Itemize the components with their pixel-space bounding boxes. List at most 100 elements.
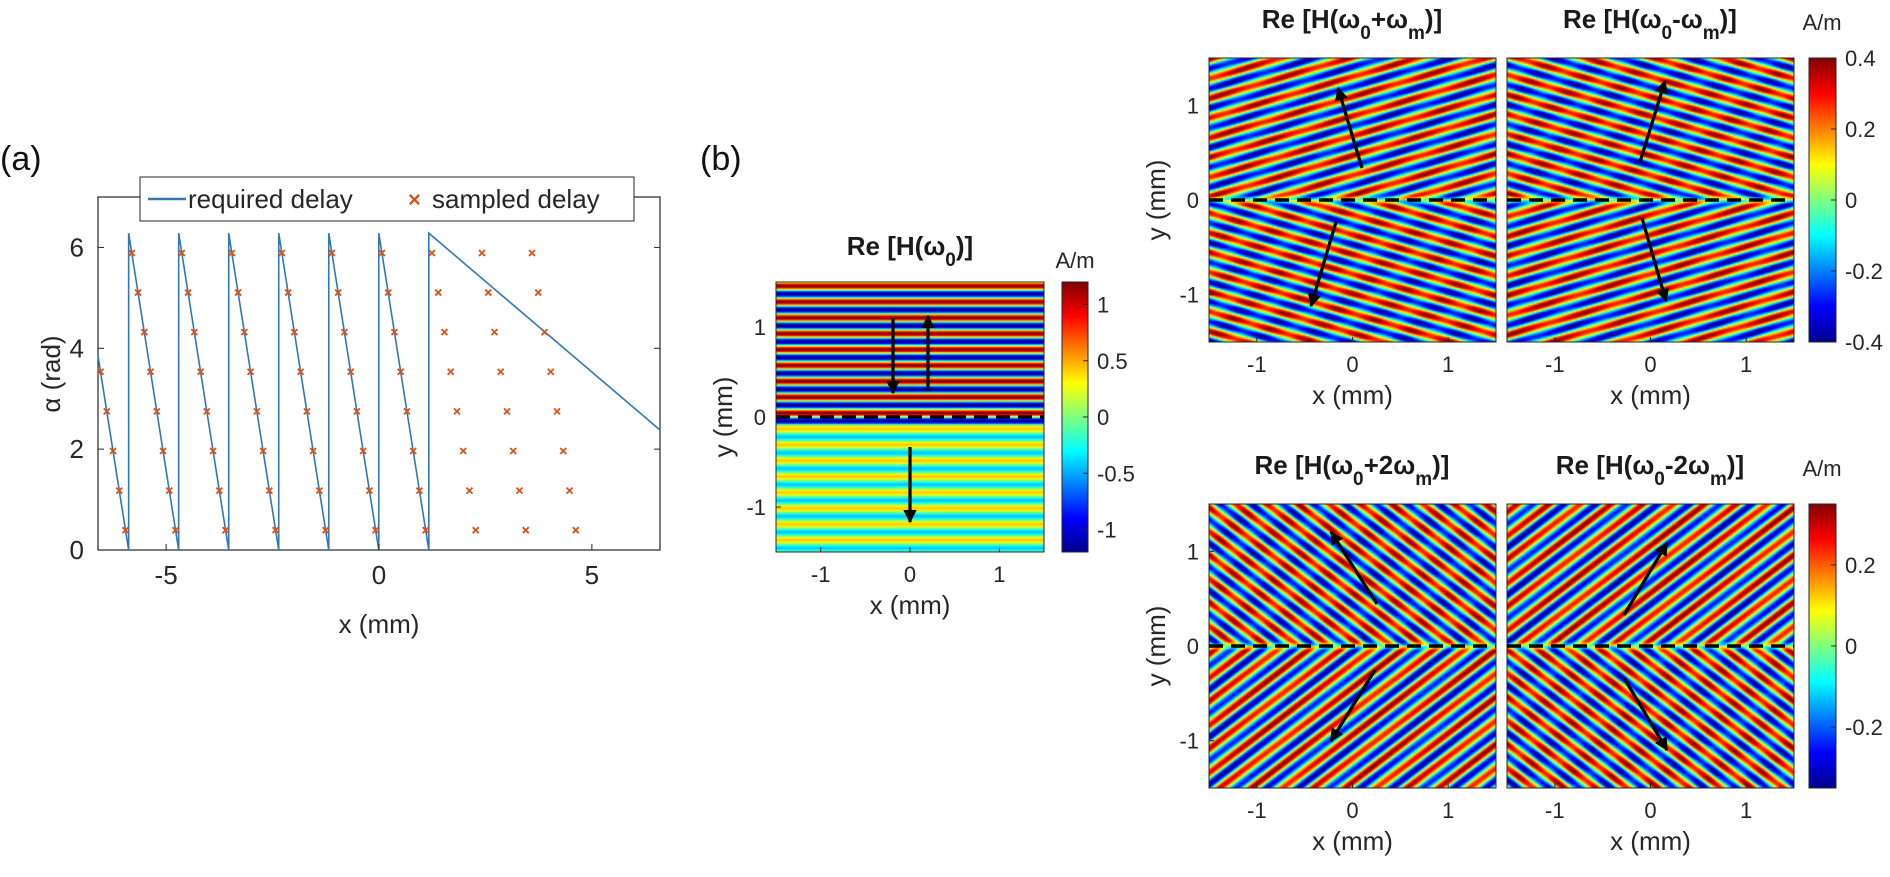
x-tick-label: -1 (1247, 352, 1267, 377)
legend-sampled-delay: sampled delay (432, 184, 600, 214)
x-tick-label: 0 (372, 560, 386, 590)
sampled-delay-point (265, 486, 273, 495)
panel-a-label: (a) (0, 140, 42, 178)
colorbar-tick-label: 0.4 (1845, 46, 1876, 71)
sampled-delay-point (472, 526, 480, 534)
heatmap-map-w0-plus-wm: -1 0 1 x (mm) 1 0 -1 y (mm) Re [H(ω0+ωm)] (1141, 4, 1497, 410)
sampled-delay-point (478, 249, 486, 257)
sampled-delay-point (509, 447, 517, 455)
x-tick-label: 1 (1740, 352, 1752, 377)
heatmap-xlabel: x (mm) (1312, 380, 1393, 410)
colorbar: A/m0.4 0.2 0 -0.2 -0.4 (1802, 10, 1882, 355)
x-tick-label: 0 (1644, 352, 1656, 377)
sampled-delay-point (171, 526, 180, 534)
x-tick-label: -1 (1545, 798, 1565, 823)
sampled-delay-point (484, 288, 492, 297)
y-tick-label: 0 (70, 535, 84, 565)
sampled-delay-point (296, 368, 305, 376)
x-tick-label: 0 (1346, 352, 1358, 377)
required-delay-line (97, 231, 661, 551)
sampled-delay-point (490, 328, 499, 336)
propagation-arrow (1638, 79, 1668, 163)
sampled-delay-point (365, 486, 374, 495)
sampled-delay-point (184, 288, 192, 297)
sampled-delay-point (503, 407, 511, 416)
sampled-delay-point (422, 526, 430, 534)
sampled-delay-point (553, 407, 561, 416)
heatmap-ylabel: y (mm) (708, 377, 738, 458)
sampled-delay-point (228, 249, 236, 257)
sampled-delay-point (278, 249, 286, 257)
sawtooth-xlabel: x (mm) (339, 609, 420, 639)
heatmap-title: Re [H(ω0-ωm)] (1563, 4, 1737, 44)
sampled-delay-point (103, 407, 111, 416)
heatmap-map-w0-plus-2wm: -1 0 1 x (mm) 1 0 -1 y (mm) Re [H(ω0+2ωm)] (1141, 450, 1497, 856)
y-tick-label: 1 (1187, 539, 1199, 564)
sampled-delay-point (572, 526, 580, 534)
y-tick-label: -1 (746, 495, 766, 520)
sampled-delay-point (221, 526, 230, 534)
y-tick-label: 0 (754, 405, 766, 430)
sampled-delay-point (465, 486, 474, 495)
sampled-delay-point (428, 249, 436, 257)
colorbar: A/m1 0.5 0 -0.5 -1 (1055, 248, 1135, 553)
sampled-delay-series (96, 249, 580, 534)
x-tick-label: 1 (1442, 352, 1454, 377)
sampled-delay-point (334, 288, 342, 297)
field-maps: -1 0 1x (mm)10-1y (mm)Re [H(ω0)] A/m10.50-0… (708, 4, 1883, 856)
x-tick-label: 1 (993, 562, 1005, 587)
sampled-delay-point (321, 526, 330, 534)
sampled-delay-point (384, 288, 392, 297)
sampled-delay-point (515, 486, 524, 495)
sampled-delay-point (397, 368, 405, 376)
sampled-delay-point (347, 368, 355, 376)
x-tick-label: 1 (1740, 798, 1752, 823)
sampled-delay-point (547, 368, 555, 376)
sampled-delay-point (234, 288, 242, 297)
sampled-delay-point (453, 407, 461, 416)
sampled-delay-point (303, 407, 311, 416)
sampled-delay-point (528, 249, 536, 257)
colorbar-tick-label: -0.4 (1845, 330, 1883, 355)
panel-b-label: (b) (700, 140, 742, 178)
sampled-delay-point (159, 447, 167, 455)
sampled-delay-point (440, 328, 449, 336)
sampled-delay-point (522, 526, 530, 534)
sampled-delay-point (353, 407, 361, 416)
colorbar: A/m 0.2 0 -0.2 (1802, 456, 1883, 789)
colorbar-tick-label: 0.5 (1097, 349, 1128, 374)
colorbar-tick-label: -0.2 (1845, 259, 1883, 284)
sampled-delay-point (409, 447, 417, 455)
colorbar-tick-label: -1 (1097, 518, 1117, 543)
sawtooth-legend (139, 176, 635, 222)
y-tick-label: 1 (1187, 93, 1199, 118)
propagation-arrow (1622, 541, 1669, 616)
y-tick-label: 6 (70, 232, 84, 262)
sampled-delay-point (328, 249, 336, 257)
sampled-delay-point (240, 328, 248, 336)
heatmap-xlabel: x (mm) (1312, 826, 1393, 856)
colorbar-tick-label: 0.2 (1845, 553, 1876, 578)
colorbar-tick-label: -0.2 (1845, 715, 1883, 740)
sampled-delay-point (372, 526, 380, 534)
sampled-delay-point (290, 328, 299, 336)
heatmap-map-w0: -1 0 1x (mm)10-1y (mm)Re [H(ω0)] A/m10.50-0… (708, 231, 1135, 620)
colorbar-tick-label: 1 (1097, 293, 1109, 318)
sampled-delay-point (109, 447, 117, 455)
sampled-delay-point (253, 407, 261, 416)
y-tick-label: 0 (1187, 634, 1199, 659)
sampled-delay-point (115, 486, 123, 495)
sampled-delay-point (271, 526, 280, 534)
sampled-delay-point (140, 328, 148, 336)
propagation-arrow (1329, 530, 1379, 605)
heatmap-ylabel: y (mm) (1141, 160, 1171, 241)
sampled-delay-point (259, 447, 267, 455)
sampled-delay-point (146, 368, 155, 376)
sampled-delay-point (96, 368, 105, 376)
x-tick-label: 5 (585, 560, 599, 590)
x-tick-label: -1 (1247, 798, 1267, 823)
sampled-delay-point (284, 288, 292, 297)
propagation-arrow (1622, 677, 1669, 752)
propagation-arrow (1329, 669, 1377, 743)
sampled-delay-point (190, 328, 198, 336)
